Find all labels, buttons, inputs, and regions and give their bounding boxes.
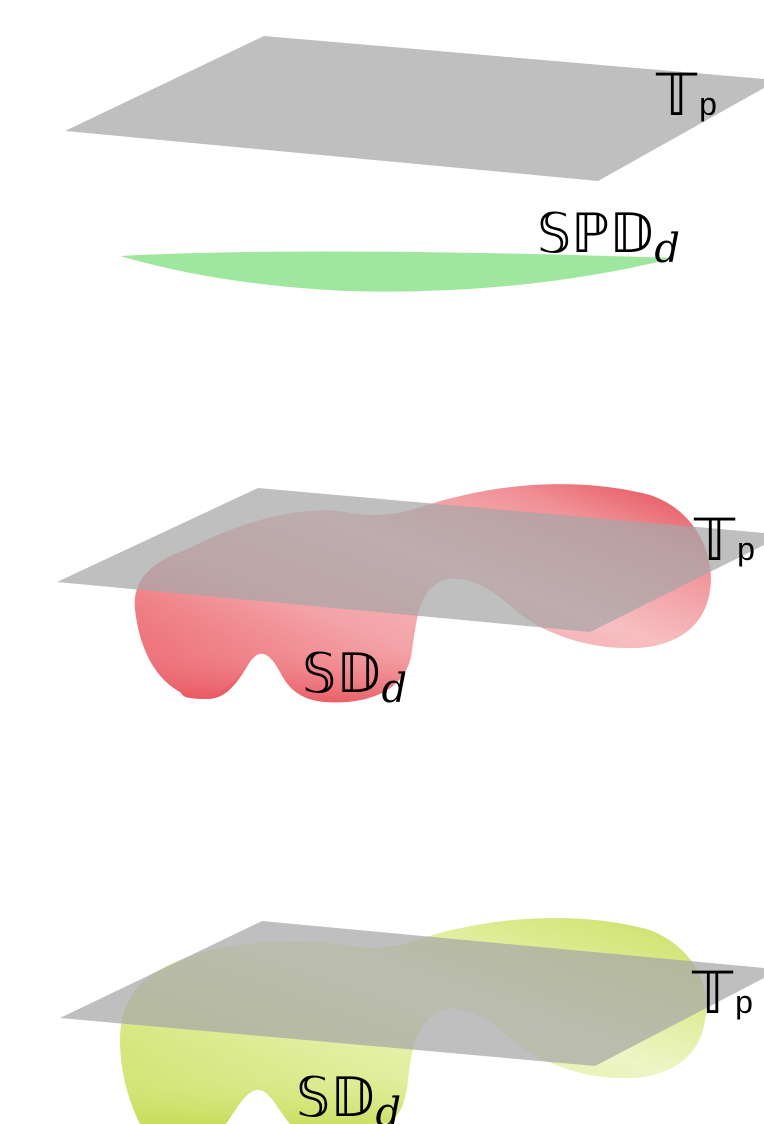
spd-manifold-sheet [120,251,675,292]
panel-bottom: 𝕋p 𝕊𝔻d [60,917,764,1124]
tangent-plane-top [65,36,764,181]
plane-label-middle: 𝕋p [693,506,755,574]
plane-label-top: 𝕋p [655,61,717,129]
sd-manifold-blob-lime-shade [120,1030,408,1124]
manifold-label-bottom: 𝕊𝔻d [296,1066,401,1124]
manifold-label-middle: 𝕊𝔻d [302,642,407,712]
tangent-plane-bottom [60,921,764,1066]
panel-middle: 𝕋p 𝕊𝔻d [57,484,764,712]
sd-manifold-blob-red-shade [135,600,412,703]
manifold-label-top: 𝕊ℙ𝔻d [537,202,680,272]
plane-label-bottom: 𝕋p [691,959,753,1027]
tangent-plane-middle [57,488,764,632]
panel-top: 𝕋p 𝕊ℙ𝔻d [65,36,764,292]
